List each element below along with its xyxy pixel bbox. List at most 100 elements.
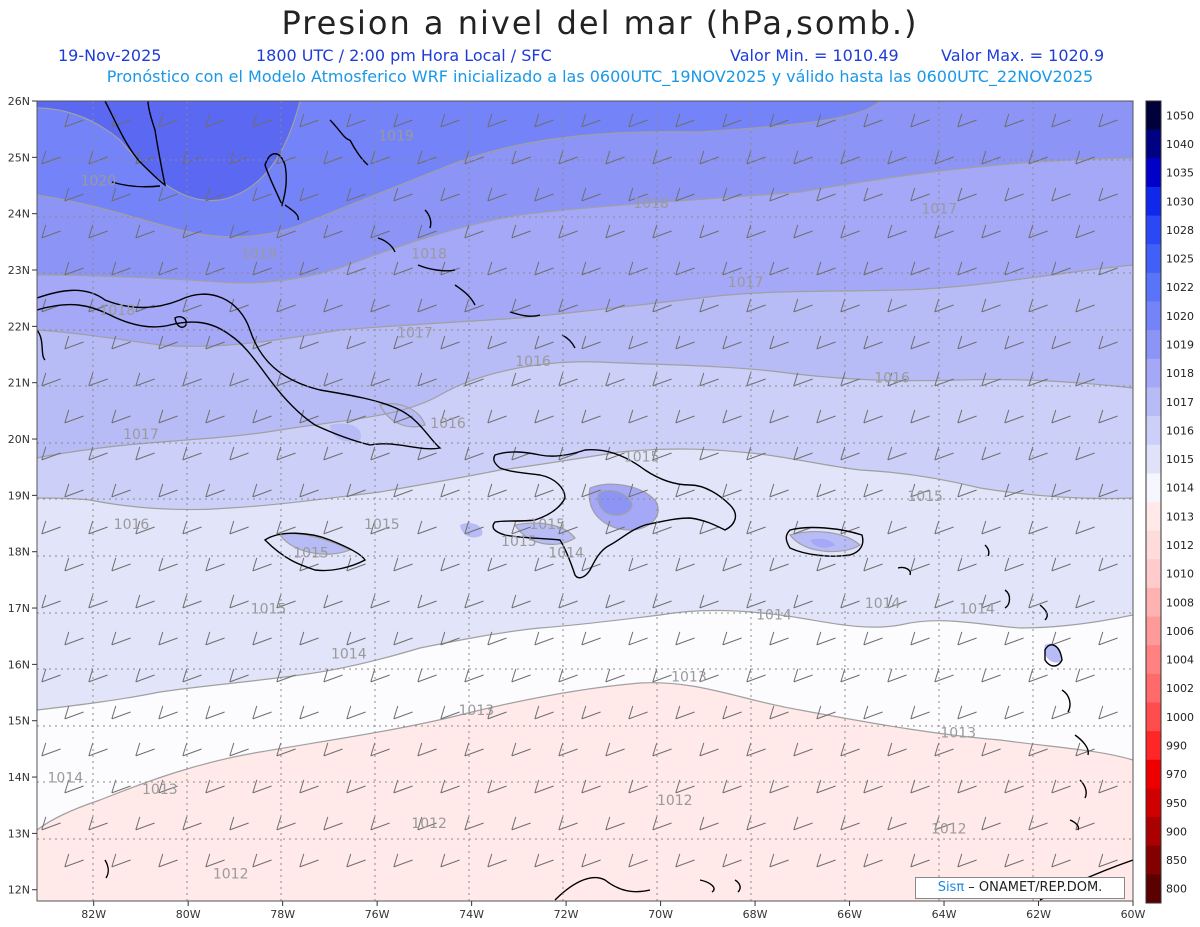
- wind-barb: [135, 372, 155, 387]
- lat-label: 17N: [8, 602, 30, 615]
- wind-barb: [182, 742, 202, 757]
- wind-barb: [299, 261, 319, 276]
- wind-barb: [769, 113, 789, 128]
- wind-barb: [41, 594, 61, 609]
- wind-barb: [934, 298, 954, 313]
- wind-barb: [628, 853, 648, 868]
- wind-barb: [346, 261, 366, 276]
- wind-barb: [64, 557, 84, 572]
- wind-barb: [158, 409, 178, 424]
- wind-barb: [1098, 557, 1118, 572]
- wind-barb: [534, 631, 554, 646]
- wind-barb: [511, 446, 531, 461]
- wind-barb: [769, 187, 789, 202]
- colorbar-swatch: [1146, 502, 1161, 532]
- wind-barb: [393, 409, 413, 424]
- wind-barb: [699, 816, 719, 831]
- wind-barb: [957, 705, 977, 720]
- wind-barb: [440, 335, 460, 350]
- wind-barb: [1051, 335, 1071, 350]
- wind-barb: [323, 668, 343, 683]
- wind-barb: [910, 187, 930, 202]
- wind-barb: [934, 742, 954, 757]
- wind-barb: [111, 335, 131, 350]
- wind-barb: [1051, 853, 1071, 868]
- wind-barb: [276, 594, 296, 609]
- wind-barb: [64, 335, 84, 350]
- wind-barb: [299, 705, 319, 720]
- wind-barb: [910, 705, 930, 720]
- wind-barb: [464, 150, 484, 165]
- colorbar-swatch: [1146, 186, 1161, 217]
- wind-barb: [1004, 187, 1024, 202]
- wind-barb: [769, 705, 789, 720]
- wind-barb: [417, 816, 437, 831]
- wind-barb: [252, 409, 272, 424]
- wind-barb: [652, 742, 672, 757]
- wind-barb: [581, 335, 601, 350]
- wind-barb: [605, 446, 625, 461]
- wind-barb: [41, 446, 61, 461]
- wind-barb: [323, 816, 343, 831]
- wind-barb: [299, 187, 319, 202]
- colorbar-label: 1028: [1166, 224, 1194, 237]
- wind-barb: [581, 483, 601, 498]
- wind-barb: [1098, 853, 1118, 868]
- wind-barb: [722, 483, 742, 498]
- wind-barb: [417, 742, 437, 757]
- wind-barb: [558, 446, 578, 461]
- wind-barb: [840, 520, 860, 535]
- wind-barb: [816, 779, 836, 794]
- wind-barb: [417, 594, 437, 609]
- wind-barb: [135, 520, 155, 535]
- colorbar-label: 1004: [1166, 654, 1194, 667]
- wind-barb: [88, 372, 108, 387]
- wind-barb: [393, 557, 413, 572]
- wind-barb: [111, 483, 131, 498]
- min-value: Valor Min. = 1010.49: [730, 46, 899, 65]
- credit-box: Sisπ – ONAMET/REP.DOM.: [915, 877, 1125, 899]
- wind-barb: [158, 483, 178, 498]
- wind-barb: [276, 224, 296, 239]
- model-info: Pronóstico con el Modelo Atmosferico WRF…: [106, 67, 1094, 86]
- wind-barb: [464, 742, 484, 757]
- wind-barb: [581, 705, 601, 720]
- wind-barb: [1051, 779, 1071, 794]
- wind-barb: [88, 224, 108, 239]
- contour-label: 1017: [728, 275, 764, 291]
- wind-barb: [981, 594, 1001, 609]
- wind-barb: [487, 631, 507, 646]
- wind-barb: [699, 742, 719, 757]
- longitude-labels: 82W 80W 78W 76W 74W 72W 70W 68W 66W 64W 62W 60W: [81, 901, 1146, 921]
- forecast-time: 1800 UTC / 2:00 pm Hora Local / SFC: [256, 46, 552, 65]
- wind-barb: [769, 853, 789, 868]
- wind-barb: [229, 150, 249, 165]
- wind-barb: [628, 113, 648, 128]
- contour-label: 1013: [671, 669, 707, 685]
- colorbar-label: 1030: [1166, 195, 1194, 208]
- wind-barb: [41, 372, 61, 387]
- wind-barb: [252, 631, 272, 646]
- wind-barb: [605, 742, 625, 757]
- wind-barb: [346, 335, 366, 350]
- contour-label: 1017: [921, 202, 957, 218]
- wind-barb: [722, 409, 742, 424]
- colorbar-swatch: [1146, 559, 1161, 589]
- wind-barb: [934, 668, 954, 683]
- wind-barb: [252, 779, 272, 794]
- wind-barb: [487, 483, 507, 498]
- colorbar-swatch: [1146, 158, 1161, 188]
- wind-barb: [393, 705, 413, 720]
- wind-barb: [816, 631, 836, 646]
- wind-barb: [346, 705, 366, 720]
- wind-barb: [1051, 187, 1071, 202]
- wind-barb: [299, 113, 319, 128]
- contour-label: 1014: [48, 771, 84, 787]
- wind-barb: [887, 372, 907, 387]
- wind-barb: [205, 631, 225, 646]
- wind-barb: [558, 594, 578, 609]
- wind-barb: [64, 853, 84, 868]
- wind-barb: [276, 816, 296, 831]
- wind-barb: [699, 520, 719, 535]
- wind-barb: [346, 853, 366, 868]
